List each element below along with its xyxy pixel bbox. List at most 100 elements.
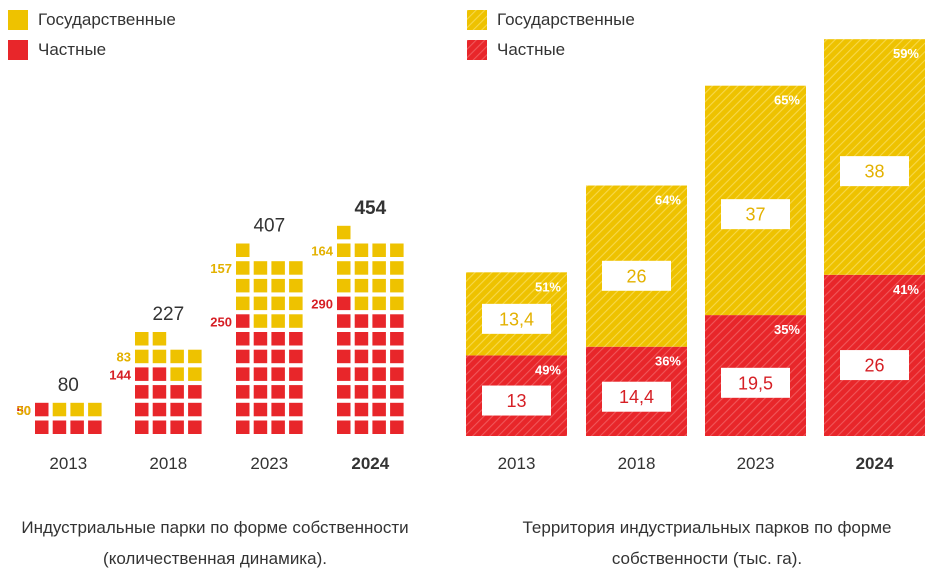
waffle-cell-private: [372, 349, 386, 364]
value-box-gov: [602, 260, 671, 291]
share-label-private: 49%: [535, 362, 561, 377]
waffle-cell-private: [390, 402, 404, 417]
waffle-cell-gov: [289, 261, 303, 275]
waffle-cell-private: [236, 349, 250, 364]
data-label-private: 14,4: [619, 387, 654, 407]
caption-right: Территория индустриальных парков по форм…: [522, 518, 892, 568]
waffle-cell-gov: [390, 278, 404, 293]
data-label-total: 80: [58, 375, 79, 396]
legend-left-private-label: Частные: [38, 40, 107, 59]
data-label-gov: 37: [745, 205, 765, 225]
data-label-gov: 83: [117, 350, 131, 365]
waffle-cell-private: [372, 402, 386, 417]
x-tick-label: 2018: [149, 454, 187, 473]
waffle-cell-gov: [135, 349, 149, 364]
waffle-cell-private: [271, 420, 285, 434]
waffle-cell-private: [354, 314, 369, 328]
waffle-cell-private: [253, 367, 268, 381]
waffle-cell-private: [390, 349, 404, 364]
waffle-cell-private: [188, 385, 202, 399]
waffle-cell-private: [236, 332, 250, 346]
waffle-cell-private: [289, 420, 303, 434]
waffle-cell-gov: [271, 278, 285, 293]
waffle-cell-private: [390, 332, 404, 346]
share-label-gov: 64%: [655, 193, 681, 208]
waffle-cell-gov: [337, 225, 351, 240]
data-label-private: 50: [17, 403, 31, 418]
data-label-private: 144: [109, 367, 131, 382]
waffle-cell-gov: [390, 296, 404, 311]
value-box-private: [721, 367, 790, 398]
value-box-private: [840, 350, 909, 381]
waffle-cell-private: [372, 332, 386, 346]
waffle-cell-gov: [236, 243, 250, 257]
waffle-cell-private: [289, 367, 303, 381]
waffle-cell-private: [35, 402, 49, 417]
waffle-cell-gov: [236, 296, 250, 311]
waffle-cell-private: [135, 420, 149, 434]
x-tick-label: 2024: [856, 454, 894, 473]
waffle-cell-gov: [337, 261, 351, 275]
waffle-cell-private: [170, 402, 184, 417]
waffle-cell-private: [337, 367, 351, 381]
waffle-cell-private: [52, 420, 67, 434]
waffle-cell-private: [271, 402, 285, 417]
waffle-cell-private: [152, 420, 167, 434]
data-label-private: 13: [506, 391, 526, 411]
waffle-cell-private: [337, 314, 351, 328]
waffle-cell-private: [152, 367, 167, 381]
waffle-cell-gov: [135, 332, 149, 346]
waffle-cell-private: [354, 349, 369, 364]
legend-left-private: Частные: [8, 40, 106, 60]
waffle-cell-gov: [253, 261, 268, 275]
waffle-cell-private: [188, 420, 202, 434]
waffle-cell-gov: [372, 243, 386, 257]
waffle-cell-gov: [236, 261, 250, 275]
x-tick-label: 2023: [737, 454, 775, 473]
waffle-cell-gov: [88, 402, 102, 417]
data-label-private: 250: [210, 314, 232, 329]
waffle-cell-gov: [253, 296, 268, 311]
waffle-cell-private: [271, 367, 285, 381]
waffle-cell-gov: [271, 296, 285, 311]
waffle-cell-gov: [271, 314, 285, 328]
waffle-cell-private: [372, 367, 386, 381]
waffle-cell-private: [188, 402, 202, 417]
legend-left-gov-label: Государственные: [38, 10, 176, 29]
waffle-cell-private: [354, 420, 369, 434]
waffle-cell-private: [253, 385, 268, 399]
data-label-private: 19,5: [738, 373, 773, 393]
waffle-cell-private: [170, 420, 184, 434]
waffle-cell-gov: [253, 314, 268, 328]
waffle-cell-private: [135, 402, 149, 417]
waffle-cell-private: [289, 385, 303, 399]
caption-left: Индустриальные парки по форме собственно…: [21, 518, 409, 568]
waffle-cell-private: [253, 349, 268, 364]
legend-left-private-swatch: [8, 40, 28, 60]
share-label-private: 35%: [774, 322, 800, 337]
waffle-cell-private: [236, 314, 250, 328]
data-label-private: 290: [311, 297, 333, 312]
waffle-cell-private: [390, 314, 404, 328]
waffle-cell-private: [372, 385, 386, 399]
waffle-cell-private: [337, 349, 351, 364]
waffle-cell-gov: [354, 296, 369, 311]
data-label-gov: 38: [864, 162, 884, 182]
legend-right-gov: Государственные: [467, 10, 635, 30]
x-tick-label: 2018: [618, 454, 656, 473]
value-box-private: [602, 381, 671, 412]
x-tick-label: 2013: [498, 454, 536, 473]
waffle-cell-private: [337, 402, 351, 417]
waffle-cell-private: [253, 420, 268, 434]
waffle-cell-gov: [354, 278, 369, 293]
legend-left-gov-swatch: [8, 10, 28, 30]
waffle-cell-private: [88, 420, 102, 434]
waffle-cell-gov: [170, 349, 184, 364]
waffle-cell-private: [337, 296, 351, 311]
legend-right-private-label: Частные: [497, 40, 566, 59]
waffle-cell-private: [170, 385, 184, 399]
waffle-cell-private: [390, 367, 404, 381]
data-label-gov: 30: [17, 403, 31, 418]
waffle-cell-gov: [289, 296, 303, 311]
waffle-cell-gov: [289, 314, 303, 328]
